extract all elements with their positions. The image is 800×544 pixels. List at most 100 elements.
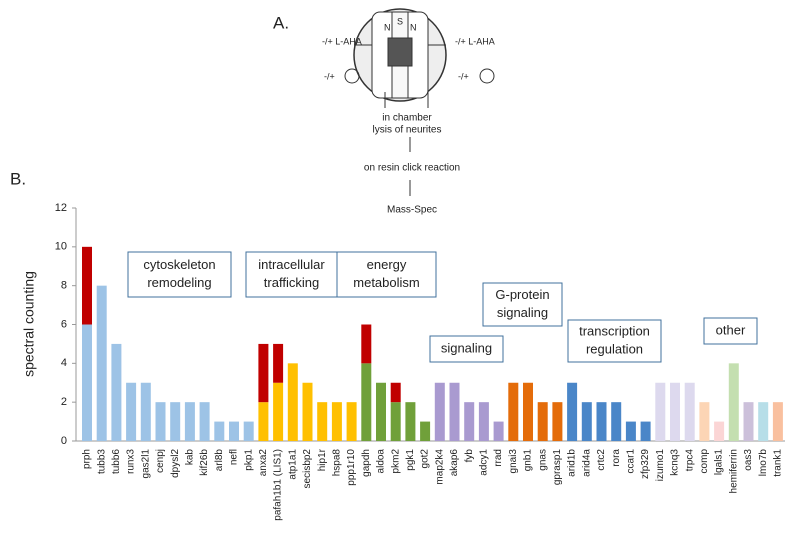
x-tick-label: arl8b <box>214 449 225 472</box>
bar <box>640 421 651 441</box>
x-tick-label: pafah1b1 (LIS1) <box>273 449 284 521</box>
x-tick-label: kcnq3 <box>670 449 681 476</box>
bar <box>346 402 357 441</box>
bar <box>434 382 445 441</box>
annotation: energy <box>367 257 407 272</box>
bar <box>596 402 607 441</box>
x-tick-label: izumo1 <box>655 449 666 482</box>
panel-label: B. <box>10 169 26 188</box>
bar <box>96 285 107 441</box>
x-tick-label: kab <box>185 449 196 466</box>
bar <box>523 382 533 441</box>
bar <box>229 421 239 441</box>
x-tick-label: aldoa <box>376 449 387 474</box>
bar <box>376 382 386 441</box>
x-tick-label: ppp1r10 <box>346 449 357 486</box>
x-tick-label: arid4a <box>581 449 592 477</box>
x-tick-label: gnai3 <box>508 449 519 474</box>
treatment: -/+ L-AHA <box>322 36 362 46</box>
step: in chamber <box>382 113 432 124</box>
x-tick-label: arid1b <box>567 449 578 477</box>
x-tick-label: rrad <box>493 449 504 467</box>
bar <box>567 382 578 441</box>
chamber-diagram <box>344 8 495 196</box>
x-tick-label: tubb3 <box>96 449 107 474</box>
x-tick-label: map2k4 <box>434 449 445 485</box>
annotation-box <box>429 335 504 363</box>
x-tick-label: pgk1 <box>405 449 416 471</box>
x-tick-label: runx3 <box>126 449 137 474</box>
annotation: other <box>716 322 746 337</box>
x-tick-label: secisbp2 <box>302 449 313 489</box>
annotation: G-protein <box>495 287 549 302</box>
x-tick-label: rora <box>611 449 622 467</box>
y-tick-label: 6 <box>61 318 67 330</box>
bar <box>699 402 710 441</box>
annotation-box <box>336 251 437 298</box>
bar <box>258 402 269 441</box>
bar <box>714 421 725 441</box>
x-tick-label: akap6 <box>449 449 460 477</box>
bar <box>625 421 636 441</box>
y-tick-label: 12 <box>55 202 67 214</box>
bar <box>728 363 739 441</box>
x-tick-label: hspa8 <box>332 449 343 477</box>
x-tick-label: hip1r <box>317 448 328 471</box>
bar <box>126 382 137 441</box>
bar <box>273 382 284 441</box>
annotation: intracellular <box>258 257 325 272</box>
bar <box>611 402 622 441</box>
bar <box>390 382 401 403</box>
treatment: -/+ L-AHA <box>455 36 495 46</box>
x-tick-label: gnb1 <box>523 449 534 472</box>
bar <box>140 382 151 441</box>
x-tick-label: crtc2 <box>596 449 607 471</box>
x-tick-label: gprasp1 <box>552 449 563 486</box>
annotation: trafficking <box>264 275 319 290</box>
bar <box>111 343 122 441</box>
y-tick-label: 4 <box>61 357 67 369</box>
compartment: N <box>384 22 391 32</box>
x-tick-label: gnas <box>537 449 548 471</box>
x-tick-label: adcy1 <box>479 449 490 476</box>
bar <box>449 382 460 441</box>
y-axis-title: spectral counting <box>21 271 37 377</box>
step: on resin click reaction <box>364 163 460 174</box>
x-tick-label: ccar1 <box>626 449 637 474</box>
annotation: transcription <box>579 323 650 338</box>
annotation-box <box>127 251 232 298</box>
bar <box>478 402 489 441</box>
bar <box>537 402 548 441</box>
annotation: signaling <box>441 340 492 355</box>
bar <box>581 402 592 441</box>
y-tick-label: 0 <box>61 435 67 447</box>
bar <box>199 402 210 441</box>
step: lysis of neurites <box>373 125 442 136</box>
annotation: cytoskeleton <box>143 257 215 272</box>
bar <box>405 402 416 441</box>
bar <box>82 324 92 441</box>
bar <box>243 421 254 441</box>
x-tick-label: trank1 <box>773 449 784 477</box>
x-tick-label: dpysl2 <box>170 449 181 478</box>
drug-icon <box>344 68 360 84</box>
x-tick-label: pkm2 <box>390 449 401 474</box>
annotation: remodeling <box>147 275 211 290</box>
x-tick-label: atp1a1 <box>287 449 298 480</box>
annotation-box <box>703 317 758 345</box>
bar <box>758 402 769 441</box>
y-tick-label: 2 <box>61 396 67 408</box>
annotation: regulation <box>586 341 643 356</box>
x-tick-label: fyb <box>464 449 475 463</box>
panel-label: A. <box>273 13 289 32</box>
treatment: -/+ <box>458 71 469 81</box>
treatment: -/+ <box>324 71 335 81</box>
annotation: metabolism <box>353 275 419 290</box>
bar <box>82 246 92 325</box>
annotation: signaling <box>497 305 548 320</box>
bar <box>214 421 225 441</box>
x-tick-label: hemiferrin <box>728 449 739 493</box>
bar <box>670 382 680 441</box>
bar <box>155 402 166 441</box>
